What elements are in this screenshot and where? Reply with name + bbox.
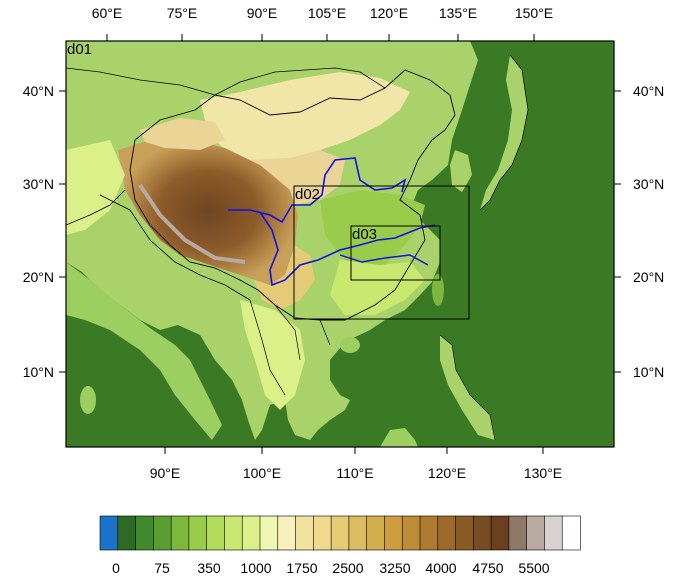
colorbar-swatch bbox=[384, 515, 403, 551]
colorbar-labels: 0 75 350 1000 1750 2500 3250 4000 4750 5… bbox=[112, 560, 550, 576]
land-srilanka bbox=[80, 386, 96, 414]
bottom-lon-label: 110°E bbox=[336, 465, 373, 481]
colorbar-swatch bbox=[544, 515, 563, 551]
border-seasia bbox=[249, 299, 331, 396]
top-lon-label: 150°E bbox=[515, 5, 553, 21]
border-india bbox=[99, 194, 251, 301]
highlands-indochina bbox=[240, 300, 305, 410]
colorbar-swatch bbox=[455, 515, 474, 551]
river-pearl bbox=[339, 254, 429, 266]
colorbar bbox=[99, 515, 581, 551]
colorbar-swatch bbox=[170, 515, 190, 551]
colorbar-label: 1750 bbox=[286, 560, 317, 576]
himalaya-snow bbox=[138, 183, 246, 264]
colorbar-label: 5500 bbox=[518, 560, 549, 576]
colorbar-swatch bbox=[259, 515, 279, 551]
domain-box-d02 bbox=[293, 185, 470, 320]
colorbar-swatch bbox=[526, 515, 546, 551]
colorbar-swatch bbox=[188, 515, 208, 551]
land-korea bbox=[450, 150, 472, 192]
domain-label-d03: d03 bbox=[352, 226, 377, 243]
right-lat-label: 10°N bbox=[633, 364, 664, 380]
left-lat-label: 40°N bbox=[23, 83, 54, 99]
land-taiwan bbox=[432, 274, 444, 306]
land-philippines bbox=[440, 335, 495, 440]
colorbar-swatch bbox=[348, 515, 368, 551]
colorbar-label: 1000 bbox=[240, 560, 271, 576]
colorbar-label: 75 bbox=[154, 560, 170, 576]
coastline-philippines bbox=[439, 334, 496, 441]
plain-eastchina bbox=[320, 190, 425, 270]
left-lat-label: 10°N bbox=[23, 364, 54, 380]
colorbar-swatch bbox=[419, 515, 439, 551]
river-yangtze bbox=[259, 211, 436, 287]
border-russia bbox=[66, 67, 216, 96]
colorbar-swatch bbox=[366, 515, 386, 551]
bottom-lon-label: 120°E bbox=[428, 465, 466, 481]
basin-tarim bbox=[140, 118, 225, 150]
top-lon-label: 90°E bbox=[247, 5, 278, 21]
colorbar-swatch bbox=[135, 515, 154, 551]
top-lon-label: 120°E bbox=[370, 5, 408, 21]
top-lon-label: 105°E bbox=[308, 5, 346, 21]
colorbar-label: 350 bbox=[197, 560, 221, 576]
map-area bbox=[66, 41, 614, 447]
colorbar-swatch bbox=[561, 515, 581, 551]
border-pakistan bbox=[66, 189, 126, 226]
right-lat-label: 20°N bbox=[633, 269, 664, 285]
domain-box-d03 bbox=[350, 225, 441, 281]
colorbar-label: 0 bbox=[112, 560, 120, 576]
left-lat-label: 30°N bbox=[23, 176, 54, 192]
land-hainan bbox=[340, 337, 360, 353]
border-mongolia bbox=[214, 67, 386, 96]
colorbar-label: 2500 bbox=[332, 560, 363, 576]
top-lon-label: 60°E bbox=[92, 5, 123, 21]
domain-label-d02: d02 bbox=[295, 186, 320, 203]
colorbar-swatch bbox=[206, 515, 226, 551]
colorbar-label: 4750 bbox=[472, 560, 503, 576]
colorbar-swatch bbox=[508, 515, 528, 551]
land-india bbox=[66, 262, 222, 440]
colorbar-label: 3250 bbox=[379, 560, 410, 576]
land-borneo bbox=[380, 428, 418, 447]
river-yellow bbox=[228, 157, 407, 224]
border-china bbox=[129, 69, 456, 321]
plateau-mongolia bbox=[200, 72, 410, 165]
map-frame bbox=[65, 40, 615, 448]
colorbar-swatch bbox=[277, 515, 297, 551]
left-lat-label: 20°N bbox=[23, 269, 54, 285]
colorbar-swatch bbox=[153, 515, 172, 551]
land-japan bbox=[480, 55, 528, 210]
plateau-west bbox=[66, 140, 125, 235]
top-lon-label: 135°E bbox=[439, 5, 477, 21]
bottom-lon-label: 90°E bbox=[150, 465, 181, 481]
colorbar-swatch bbox=[224, 515, 243, 551]
coastline-japan bbox=[479, 54, 529, 211]
right-lat-label: 30°N bbox=[633, 176, 664, 192]
colorbar-label: 4000 bbox=[425, 560, 456, 576]
top-lon-label: 75°E bbox=[167, 5, 198, 21]
colorbar-swatch bbox=[295, 515, 314, 551]
plateau-tibet bbox=[118, 138, 298, 285]
colorbar-swatch bbox=[437, 515, 457, 551]
colorbar-swatch bbox=[117, 515, 137, 551]
domain-label-d01: d01 bbox=[67, 41, 92, 58]
colorbar-swatch bbox=[241, 515, 261, 551]
tick-marks bbox=[59, 34, 621, 454]
colorbar-swatch bbox=[473, 515, 492, 551]
colorbar-swatch bbox=[313, 515, 332, 551]
bottom-lon-label: 130°E bbox=[524, 465, 562, 481]
colorbar-swatch bbox=[330, 515, 350, 551]
hills-southeast bbox=[330, 260, 425, 315]
colorbar-swatch bbox=[99, 515, 119, 551]
right-lat-label: 40°N bbox=[633, 83, 664, 99]
colorbar-swatch bbox=[401, 515, 421, 551]
bottom-lon-label: 100°E bbox=[243, 465, 281, 481]
colorbar-swatch bbox=[490, 515, 510, 551]
